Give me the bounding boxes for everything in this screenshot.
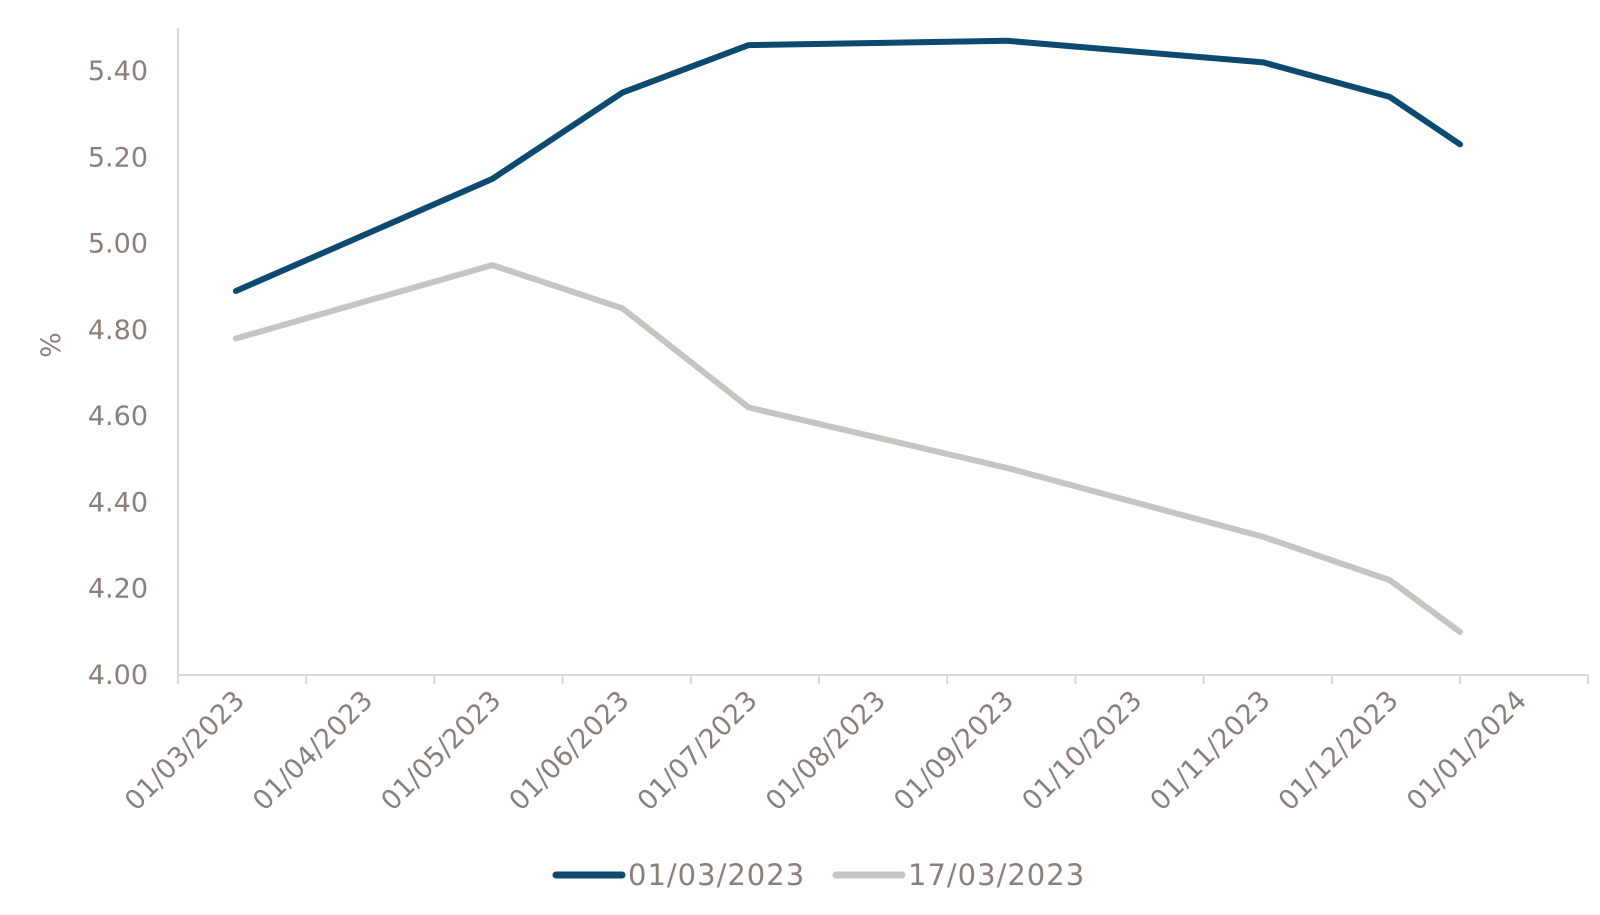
x-tick-label: 01/06/2023 xyxy=(504,685,636,817)
x-tick-label: 01/04/2023 xyxy=(247,685,379,817)
x-axis-ticks: 01/03/202301/04/202301/05/202301/06/2023… xyxy=(119,675,1589,817)
axes xyxy=(177,28,1588,676)
legend: 01/03/2023 17/03/2023 xyxy=(552,858,1085,892)
y-tick-label: 4.20 xyxy=(88,574,148,605)
y-tick-label: 4.60 xyxy=(88,401,148,432)
y-tick-label: 4.00 xyxy=(88,660,148,691)
y-tick-label: 5.40 xyxy=(88,56,148,87)
series-line-2 xyxy=(232,262,1463,635)
legend-label: 01/03/2023 xyxy=(628,858,805,892)
x-tick-label: 01/11/2023 xyxy=(1145,685,1277,817)
x-tick-label: 01/10/2023 xyxy=(1016,685,1148,817)
series-line-1 xyxy=(232,37,1463,294)
x-tick-label: 01/12/2023 xyxy=(1273,685,1405,817)
legend-item-1: 01/03/2023 xyxy=(552,858,805,892)
y-axis-ticks: 4.00 4.20 4.40 4.60 4.80 5.00 5.20 5.40 xyxy=(88,56,148,691)
x-tick-label: 01/07/2023 xyxy=(632,685,764,817)
y-tick-label: 4.40 xyxy=(88,487,148,518)
x-tick-label: 01/01/2024 xyxy=(1401,685,1533,817)
legend-item-2: 17/03/2023 xyxy=(832,858,1085,892)
legend-label: 17/03/2023 xyxy=(908,858,1085,892)
y-tick-label: 5.00 xyxy=(88,229,148,260)
y-tick-label: 5.20 xyxy=(88,142,148,173)
x-tick-label: 01/08/2023 xyxy=(760,685,892,817)
y-axis-title: % xyxy=(36,332,67,358)
x-tick-label: 01/03/2023 xyxy=(119,685,251,817)
series-layer xyxy=(232,37,1463,635)
x-tick-label: 01/09/2023 xyxy=(888,685,1020,817)
y-tick-label: 4.80 xyxy=(88,315,148,346)
x-tick-label: 01/05/2023 xyxy=(375,685,507,817)
